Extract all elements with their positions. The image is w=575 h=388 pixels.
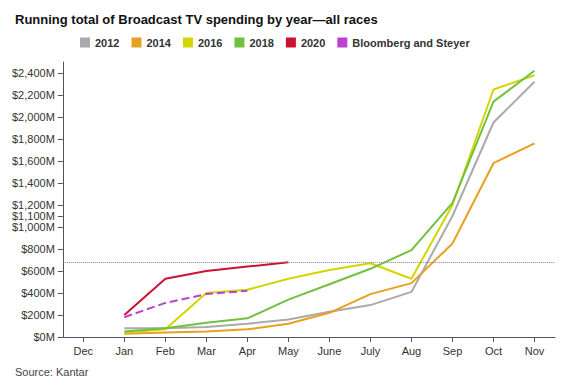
svg-text:$1,100M: $1,100M	[12, 210, 55, 222]
svg-text:$1,000M: $1,000M	[12, 221, 55, 233]
svg-text:$2,400M: $2,400M	[12, 67, 55, 79]
svg-text:Oct: Oct	[485, 345, 502, 357]
svg-text:Mar: Mar	[197, 345, 216, 357]
svg-text:$2,200M: $2,200M	[12, 89, 55, 101]
svg-text:2018: 2018	[249, 37, 273, 49]
svg-text:Feb: Feb	[156, 345, 175, 357]
svg-text:Running total of Broadcast TV: Running total of Broadcast TV spending b…	[15, 12, 378, 27]
svg-text:Jan: Jan	[115, 345, 133, 357]
svg-text:2016: 2016	[198, 37, 222, 49]
svg-text:Source: Kantar: Source: Kantar	[15, 366, 89, 378]
svg-text:$2,000M: $2,000M	[12, 111, 55, 123]
svg-text:$600M: $600M	[21, 265, 55, 277]
svg-text:$800M: $800M	[21, 243, 55, 255]
svg-text:Aug: Aug	[402, 345, 422, 357]
svg-text:2012: 2012	[95, 37, 119, 49]
svg-text:$200M: $200M	[21, 309, 55, 321]
svg-text:July: July	[361, 345, 381, 357]
svg-text:June: June	[317, 345, 341, 357]
svg-text:2014: 2014	[146, 37, 171, 49]
svg-text:$1,600M: $1,600M	[12, 155, 55, 167]
svg-text:$1,800M: $1,800M	[12, 133, 55, 145]
svg-text:Bloomberg and Steyer: Bloomberg and Steyer	[352, 37, 470, 49]
svg-text:Sep: Sep	[443, 345, 463, 357]
svg-text:May: May	[278, 345, 299, 357]
svg-text:Dec: Dec	[74, 345, 94, 357]
svg-text:$1,400M: $1,400M	[12, 177, 55, 189]
svg-text:$1,200M: $1,200M	[12, 199, 55, 211]
svg-text:2020: 2020	[301, 37, 325, 49]
svg-text:Apr: Apr	[239, 345, 256, 357]
svg-text:Nov: Nov	[525, 345, 545, 357]
svg-text:$0M: $0M	[33, 331, 54, 343]
svg-text:$400M: $400M	[21, 287, 55, 299]
